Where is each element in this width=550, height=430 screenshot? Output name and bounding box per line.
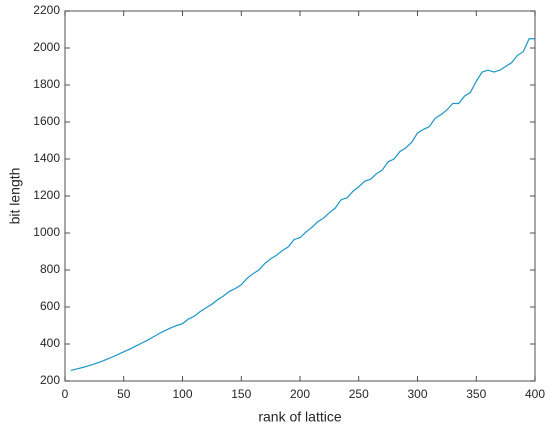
y-tick-label: 2200: [33, 3, 60, 17]
y-tick-label: 1800: [33, 77, 60, 91]
x-tick-label: 250: [349, 387, 369, 401]
x-tick-label: 350: [466, 387, 486, 401]
y-tick-label: 2000: [33, 40, 60, 54]
y-tick-label: 1200: [33, 188, 60, 202]
x-tick-label: 150: [231, 387, 251, 401]
y-tick-label: 1000: [33, 225, 60, 239]
y-tick-label: 1400: [33, 151, 60, 165]
y-tick-label: 400: [40, 336, 60, 350]
y-axis-label: bit length: [7, 168, 23, 225]
x-tick-label: 200: [290, 387, 310, 401]
y-tick-label: 600: [40, 299, 60, 313]
x-tick-label: 50: [117, 387, 131, 401]
x-tick-label: 0: [62, 387, 69, 401]
y-tick-label: 200: [40, 373, 60, 387]
x-tick-label: 100: [172, 387, 192, 401]
y-tick-label: 1600: [33, 114, 60, 128]
x-tick-label: 300: [407, 387, 427, 401]
data-line: [70, 38, 535, 372]
y-tick-label: 800: [40, 262, 60, 276]
x-tick-label: 400: [525, 387, 545, 401]
x-axis-label: rank of lattice: [258, 409, 341, 425]
